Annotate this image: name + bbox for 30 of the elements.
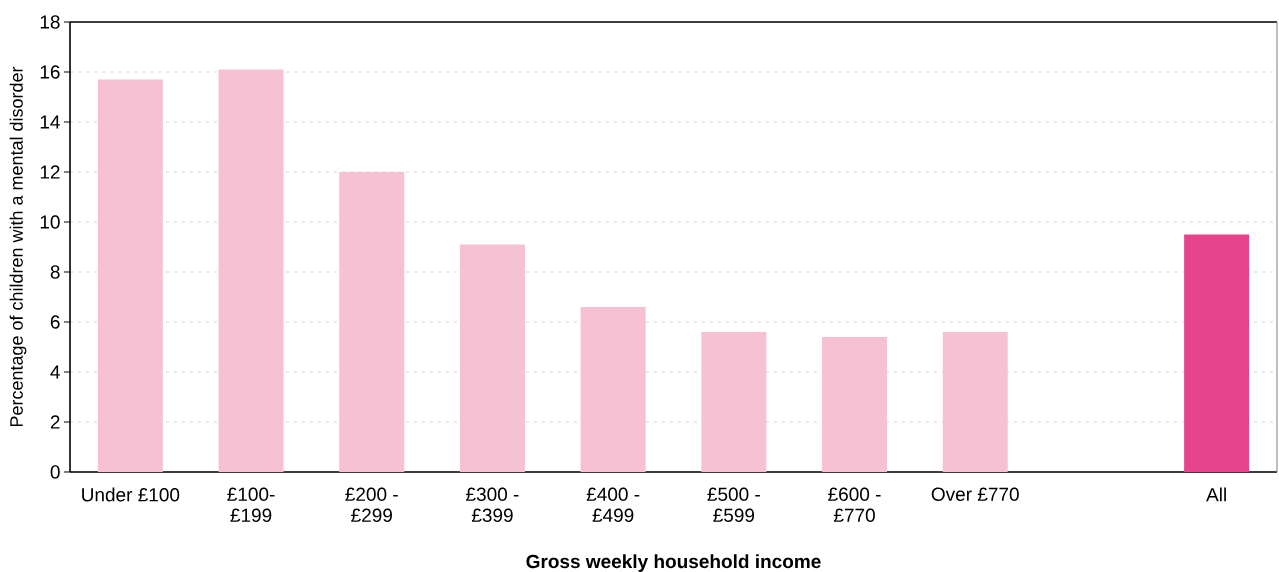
y-tick-label: 10: [40, 215, 60, 229]
y-tick-label: 16: [40, 65, 60, 79]
x-tick-label: £600 - £770: [828, 487, 881, 522]
y-tick-label: 4: [50, 365, 60, 379]
y-axis-title: Percentage of children with a mental disorder: [9, 66, 27, 427]
y-tick-label: 6: [50, 315, 60, 329]
y-tick-label: 12: [40, 165, 60, 179]
x-tick-label: Under £100: [82, 487, 180, 502]
bar: [97, 79, 163, 472]
x-tick-label: Over £770: [931, 487, 1019, 501]
x-tick-label: £500 - £599: [707, 487, 760, 522]
y-tick-label: 14: [40, 115, 60, 129]
bar: [580, 306, 646, 472]
bar: [218, 69, 284, 472]
bar: [701, 331, 767, 472]
y-tick-label: 0: [50, 465, 60, 479]
x-tick-label: £400 - £499: [586, 487, 640, 522]
bar: [1184, 234, 1250, 472]
y-tick-label: 18: [40, 15, 60, 29]
x-tick-label: £200 - £299: [345, 487, 398, 522]
x-axis-title: Gross weekly household income: [526, 554, 821, 572]
x-tick-label: £100- £199: [227, 487, 275, 522]
bar: [459, 244, 525, 472]
bar: [942, 331, 1008, 472]
bar: [822, 336, 888, 472]
x-tick-label: £300 - £399: [466, 487, 519, 522]
x-tick-label: All: [1206, 487, 1226, 502]
y-tick-label: 2: [50, 415, 60, 429]
y-tick-label: 8: [50, 265, 60, 279]
bar: [339, 171, 405, 472]
